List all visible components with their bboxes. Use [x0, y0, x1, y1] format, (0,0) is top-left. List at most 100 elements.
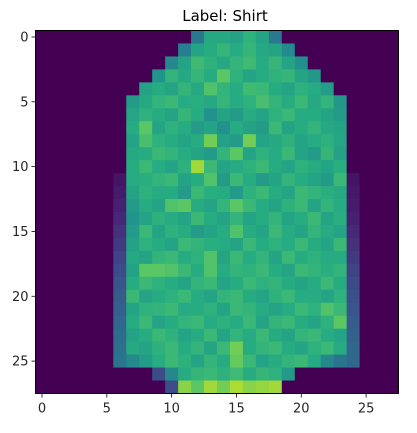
heatmap-cell: [191, 95, 205, 109]
heatmap-cell: [165, 43, 179, 57]
heatmap-cell: [346, 56, 360, 70]
heatmap-cell: [346, 199, 360, 213]
heatmap-cell: [255, 134, 270, 148]
heatmap-cell: [385, 95, 399, 109]
heatmap-cell: [255, 82, 270, 96]
heatmap-cell: [372, 315, 386, 330]
heatmap-cell: [385, 354, 399, 368]
heatmap-cell: [255, 160, 270, 174]
heatmap-cell: [165, 121, 179, 135]
heatmap-cell: [217, 237, 231, 252]
heatmap-cell: [61, 69, 75, 83]
heatmap-cell: [333, 341, 348, 355]
heatmap-cell: [87, 289, 101, 304]
heatmap-cell: [100, 95, 114, 109]
heatmap-cell: [320, 367, 335, 381]
heatmap-cell: [307, 108, 322, 122]
heatmap-cell: [35, 276, 49, 291]
heatmap-cell: [165, 56, 179, 70]
heatmap-cell: [87, 367, 101, 381]
heatmap-cell: [74, 212, 88, 226]
heatmap-cell: [294, 95, 309, 109]
heatmap-cell: [165, 328, 179, 343]
x-axis: 0 5 10 15 20 25: [38, 393, 374, 417]
heatmap-cell: [268, 186, 283, 200]
heatmap-cell: [165, 302, 179, 317]
heatmap-cell: [48, 263, 62, 278]
heatmap-cell: [74, 380, 88, 394]
heatmap-cell: [178, 95, 192, 109]
heatmap-cell: [178, 237, 192, 252]
heatmap-cell: [178, 69, 192, 83]
heatmap-cell: [242, 95, 257, 109]
heatmap-cell: [48, 160, 62, 174]
y-tick-label: 5: [20, 95, 28, 110]
heatmap-cell: [100, 263, 114, 278]
heatmap-cell: [268, 328, 283, 343]
heatmap-cell: [152, 380, 166, 394]
heatmap-cell: [359, 237, 373, 252]
heatmap-cell: [139, 95, 153, 109]
heatmap-cell: [359, 121, 373, 135]
heatmap-cell: [320, 160, 335, 174]
heatmap-cell: [178, 341, 192, 355]
heatmap-cell: [242, 276, 257, 291]
heatmap-cell: [126, 354, 140, 368]
heatmap-cell: [87, 237, 101, 252]
heatmap-cell: [48, 82, 62, 96]
heatmap-cell: [35, 121, 49, 135]
heatmap-cell: [204, 315, 218, 330]
heatmap-cell: [152, 30, 166, 44]
heatmap-cell: [359, 380, 373, 394]
heatmap-cell: [48, 315, 62, 330]
heatmap-cell: [268, 95, 283, 109]
heatmap-cell: [255, 173, 270, 187]
heatmap-cell: [229, 134, 244, 148]
heatmap-cell: [87, 108, 101, 122]
heatmap-cell: [281, 82, 296, 96]
heatmap-cell: [255, 380, 270, 394]
heatmap-cell: [35, 186, 49, 200]
heatmap-cell: [372, 160, 386, 174]
heatmap-cell: [385, 367, 399, 381]
x-tick-label: 20: [293, 402, 310, 417]
heatmap-cell: [87, 212, 101, 226]
heatmap-cell: [48, 367, 62, 381]
heatmap-cell: [217, 30, 231, 44]
heatmap-cell: [191, 212, 205, 226]
heatmap-cell: [61, 147, 75, 161]
heatmap-cell: [255, 250, 270, 265]
heatmap-cell: [100, 250, 114, 265]
heatmap-cell: [281, 186, 296, 200]
heatmap-cell: [372, 56, 386, 70]
heatmap-cell: [359, 108, 373, 122]
heatmap-cell: [35, 30, 49, 44]
heatmap-cell: [320, 95, 335, 109]
heatmap-cell: [139, 147, 153, 161]
heatmap-cell: [152, 121, 166, 135]
heatmap-cell: [113, 224, 127, 239]
heatmap-cell: [242, 108, 257, 122]
heatmap-cell: [242, 212, 257, 226]
heatmap-cell: [333, 367, 348, 381]
heatmap-cell: [100, 160, 114, 174]
heatmap-cell: [74, 108, 88, 122]
heatmap-cell: [152, 302, 166, 317]
heatmap-cell: [242, 354, 257, 368]
heatmap-cell: [268, 121, 283, 135]
heatmap-cell: [152, 212, 166, 226]
heatmap-cell: [281, 121, 296, 135]
heatmap-cell: [346, 134, 360, 148]
heatmap-cell: [100, 380, 114, 394]
heatmap-cell: [191, 69, 205, 83]
heatmap-cell: [126, 289, 140, 304]
heatmap-cell: [217, 95, 231, 109]
heatmap-cell: [48, 56, 62, 70]
heatmap-cell: [372, 134, 386, 148]
heatmap-cell: [191, 82, 205, 96]
heatmap-cell: [74, 250, 88, 265]
heatmap-cell: [229, 160, 244, 174]
heatmap-cell: [178, 30, 192, 44]
heatmap-cell: [100, 224, 114, 239]
heatmap-cell: [204, 289, 218, 304]
